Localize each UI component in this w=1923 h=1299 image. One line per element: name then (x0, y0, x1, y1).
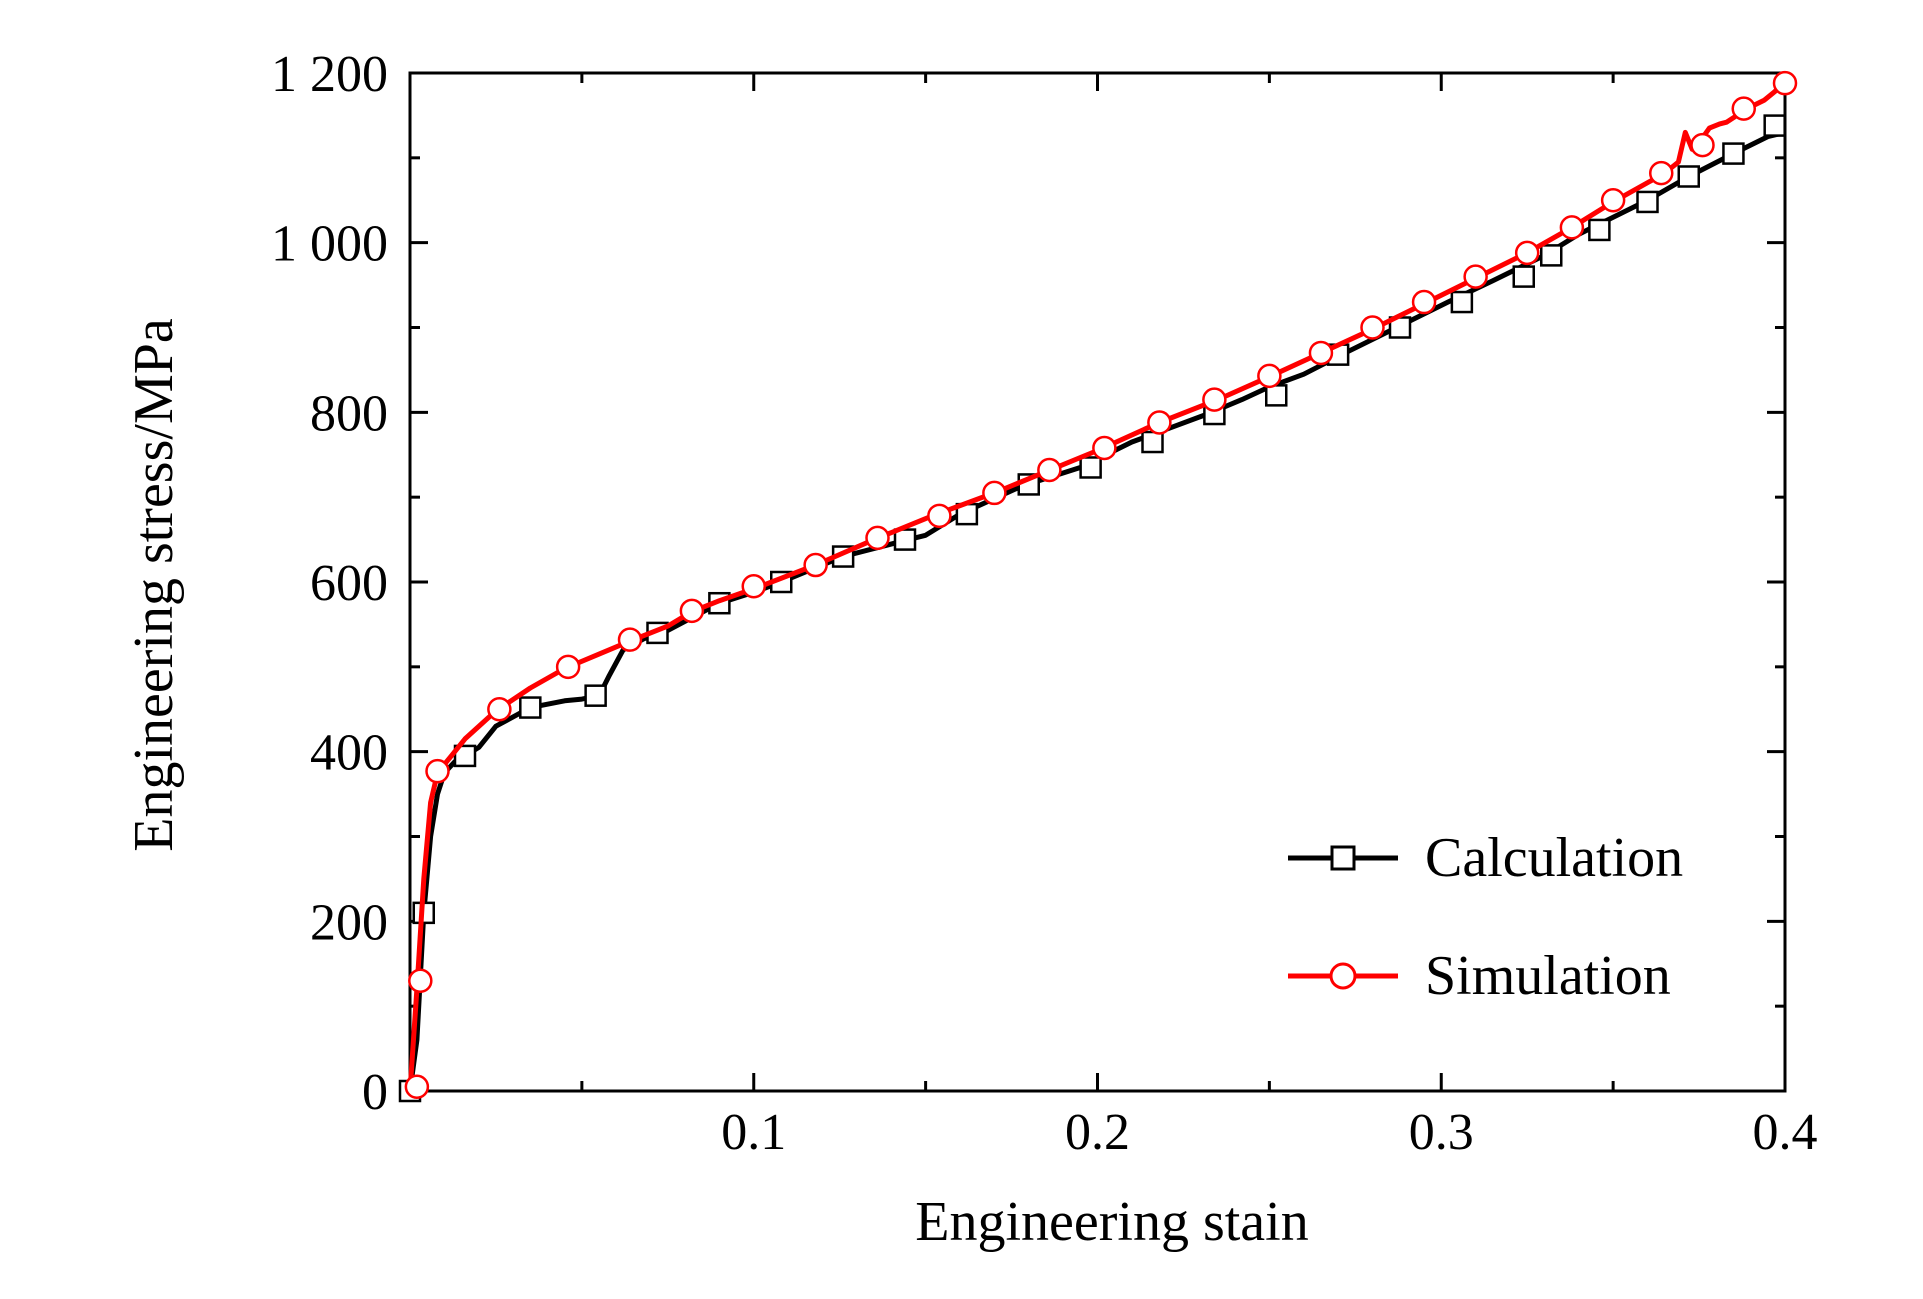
data-point-simulation (1147, 410, 1172, 435)
legend-marker-calculation (1330, 845, 1356, 871)
data-point-simulation (404, 1074, 430, 1100)
y-tick-label: 400 (310, 725, 388, 782)
data-point-simulation (1600, 188, 1626, 213)
x-tick-label: 0.2 (1065, 1104, 1130, 1161)
data-point-calculation (1540, 244, 1563, 267)
plot-area (398, 70, 1798, 1103)
data-point-calculation (1450, 290, 1474, 314)
y-tick-label: 1 000 (271, 216, 388, 273)
data-point-simulation (1463, 264, 1488, 289)
y-tick-label: 800 (310, 385, 388, 442)
axes (408, 71, 1787, 1093)
data-point-simulation (1092, 435, 1117, 461)
data-point-simulation (1037, 457, 1062, 483)
data-point-simulation (1772, 70, 1798, 96)
data-point-simulation (1308, 340, 1334, 366)
data-point-simulation (1360, 315, 1385, 340)
x-tick-label: 0.3 (1409, 1104, 1474, 1161)
data-point-simulation (865, 525, 890, 551)
data-point-calculation (893, 528, 917, 551)
y-tick-label: 1 200 (271, 46, 388, 103)
data-point-simulation (1649, 160, 1674, 186)
legend-marker-simulation (1329, 962, 1357, 990)
data-point-calculation (1141, 430, 1164, 454)
data-point-simulation (1411, 289, 1437, 315)
tick-labels: 0 200 400 600 800 1 000 1 200 0.1 0.2 0.3 0.4 (271, 46, 1818, 1161)
x-tick-label: 0.4 (1753, 1104, 1818, 1161)
data-point-simulation (1202, 387, 1227, 412)
legend-item-calculation: Calculation (1288, 827, 1683, 889)
data-point-simulation (803, 552, 828, 578)
legend-label-calculation: Calculation (1425, 827, 1683, 889)
x-tick-label: 0.1 (721, 1104, 786, 1161)
data-point-simulation (617, 627, 643, 652)
data-point-calculation (584, 684, 607, 707)
data-point-simulation (927, 503, 952, 529)
data-point-calculation (1677, 165, 1700, 188)
data-point-simulation (1514, 240, 1540, 266)
data-point-simulation (487, 697, 512, 722)
data-point-calculation (1588, 218, 1611, 242)
data-point-calculation (1512, 265, 1535, 288)
data-point-simulation (1559, 215, 1585, 240)
data-point-calculation (1722, 142, 1745, 165)
data-point-simulation (679, 598, 705, 624)
data-point-simulation (741, 573, 766, 599)
data-point-calculation (1265, 384, 1288, 407)
data-point-simulation (1731, 96, 1756, 121)
data-point-simulation (408, 968, 433, 993)
y-tick-label: 0 (362, 1064, 388, 1121)
data-point-calculation (453, 744, 477, 768)
data-point-simulation (1690, 132, 1715, 158)
y-tick-label: 200 (310, 894, 388, 951)
legend-label-simulation: Simulation (1425, 945, 1671, 1007)
data-point-simulation (982, 480, 1007, 506)
data-point-calculation (1636, 190, 1659, 214)
y-axis-title: Engineering stress/MPa (123, 318, 185, 852)
x-axis-title: Engineering stain (915, 1191, 1308, 1253)
y-tick-label: 600 (310, 555, 388, 612)
legend-item-simulation: Simulation (1288, 945, 1671, 1007)
data-point-calculation (1763, 114, 1786, 137)
data-point-calculation (1079, 456, 1102, 479)
legend: Calculation Simulation (1288, 827, 1683, 1007)
data-point-simulation (555, 654, 581, 680)
data-point-simulation (425, 758, 450, 784)
data-point-simulation (1257, 363, 1282, 389)
data-point-calculation (519, 696, 542, 719)
